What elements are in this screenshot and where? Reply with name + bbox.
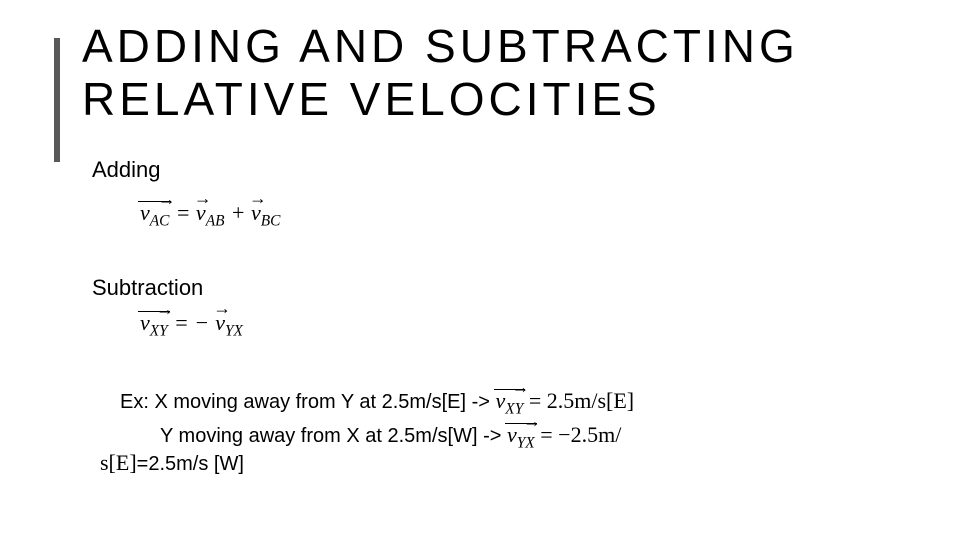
tail2: =2.5m/s [W] [137,453,244,475]
sym-plus: + [231,200,251,225]
sub-yx: YX [225,322,243,339]
rhs-xy: = 2.5m/s[E] [529,388,634,413]
rhs-yx: = −2.5m/ [540,422,621,447]
title-line-1: ADDING AND SUBTRACTING [82,20,799,73]
page-title: ADDING AND SUBTRACTING RELATIVE VELOCITI… [82,20,799,126]
sym-neg: = − [174,310,209,335]
vector-v-ab: → vAB [196,200,225,230]
ex-prefix: Ex: [120,391,154,413]
sub-bc: BC [261,212,281,229]
equation-subtraction: ——→ vXY = − → vYX [140,310,243,340]
sub-yx: YX [517,434,535,451]
tail-se: s[E] [100,450,137,475]
title-line-2: RELATIVE VELOCITIES [82,73,799,126]
vector-v-yx-ex: ——→ vYX [507,422,535,452]
equation-addition: ——→ vAC = → vAB + → vBC [140,200,280,230]
accent-rule [54,38,60,162]
subtraction-heading: Subtraction [92,275,203,301]
ex1-text: X moving away from Y at 2.5m/s[E] -> [154,391,495,413]
vector-v-yx: → vYX [215,310,243,340]
sym-eq: = [176,200,196,225]
example-line-3: s[E]=2.5m/s [W] [100,450,244,476]
adding-heading: Adding [92,157,161,183]
sub-ab: AB [206,212,225,229]
vector-v-bc: → vBC [251,200,280,230]
ex2-text: Y moving away from X at 2.5m/s[W] -> [160,425,507,447]
example-line-1: Ex: X moving away from Y at 2.5m/s[E] ->… [120,388,634,418]
slide: ADDING AND SUBTRACTING RELATIVE VELOCITI… [0,0,960,540]
vector-v-ac: ——→ vAC [140,200,169,230]
example-line-2: Y moving away from X at 2.5m/s[W] -> ——→… [160,422,621,452]
sub-xy: XY [150,322,168,339]
vector-v-xy: ——→ vXY [140,310,168,340]
sub-ac: AC [150,212,170,229]
